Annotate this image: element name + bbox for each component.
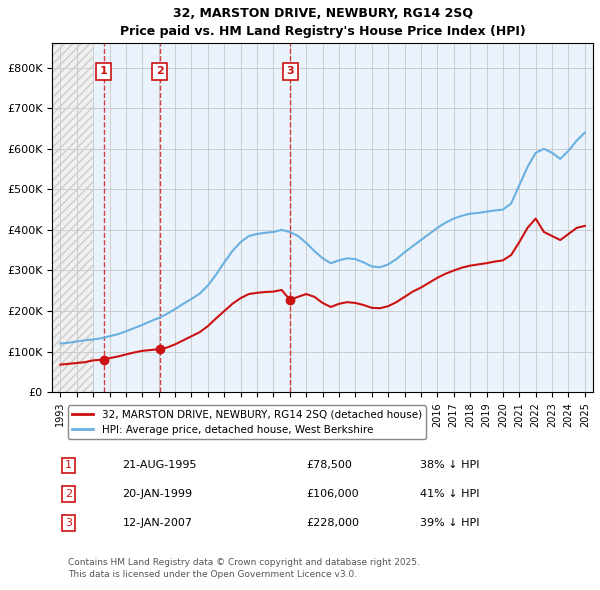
Text: Contains HM Land Registry data © Crown copyright and database right 2025.
This d: Contains HM Land Registry data © Crown c…: [68, 558, 420, 579]
Text: 1: 1: [100, 66, 107, 76]
Text: 1: 1: [65, 460, 72, 470]
Text: 3: 3: [287, 66, 294, 76]
Text: £228,000: £228,000: [307, 518, 359, 528]
Text: 41% ↓ HPI: 41% ↓ HPI: [420, 489, 479, 499]
Text: 12-JAN-2007: 12-JAN-2007: [122, 518, 193, 528]
Text: 21-AUG-1995: 21-AUG-1995: [122, 460, 197, 470]
Text: £78,500: £78,500: [307, 460, 352, 470]
Text: 20-JAN-1999: 20-JAN-1999: [122, 489, 193, 499]
Text: 2: 2: [65, 489, 72, 499]
Text: 3: 3: [65, 518, 72, 528]
Text: 38% ↓ HPI: 38% ↓ HPI: [420, 460, 479, 470]
Text: 39% ↓ HPI: 39% ↓ HPI: [420, 518, 479, 528]
Legend: 32, MARSTON DRIVE, NEWBURY, RG14 2SQ (detached house), HPI: Average price, detac: 32, MARSTON DRIVE, NEWBURY, RG14 2SQ (de…: [68, 405, 426, 439]
Title: 32, MARSTON DRIVE, NEWBURY, RG14 2SQ
Price paid vs. HM Land Registry's House Pri: 32, MARSTON DRIVE, NEWBURY, RG14 2SQ Pri…: [120, 7, 526, 38]
Text: £106,000: £106,000: [307, 489, 359, 499]
Bar: [52, 43, 93, 392]
Text: 2: 2: [155, 66, 163, 76]
